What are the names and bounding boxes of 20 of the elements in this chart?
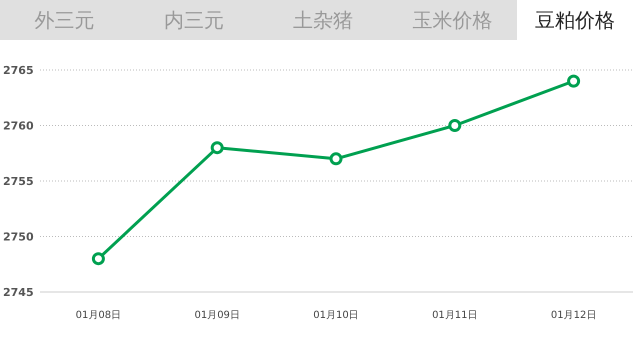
x-tick-label: 01月09日 <box>194 310 240 321</box>
text: 内三元 <box>164 8 224 32</box>
point <box>448 119 462 132</box>
point <box>92 252 105 266</box>
text: 外三元 <box>34 8 95 32</box>
y-tick-label: 2745 <box>3 286 34 299</box>
y-tick-label: 2765 <box>3 64 34 77</box>
x-tick-label: 01月10日 <box>313 310 359 321</box>
x-tick-label: 01月12日 <box>550 310 596 321</box>
text: 土杂猪 <box>293 8 354 32</box>
chart-title: 豆粕价格 <box>535 8 615 32</box>
x-tick-label: 01月08日 <box>76 310 122 321</box>
point <box>567 74 580 88</box>
point <box>210 141 224 154</box>
y-tick-label: 2750 <box>3 230 34 244</box>
y-tick-label: 2760 <box>3 120 34 132</box>
y-tick-label: 2755 <box>3 175 34 188</box>
x-tick-label: 01月11日 <box>432 310 478 321</box>
point <box>330 152 342 166</box>
text: 玉米价格 <box>412 8 492 32</box>
